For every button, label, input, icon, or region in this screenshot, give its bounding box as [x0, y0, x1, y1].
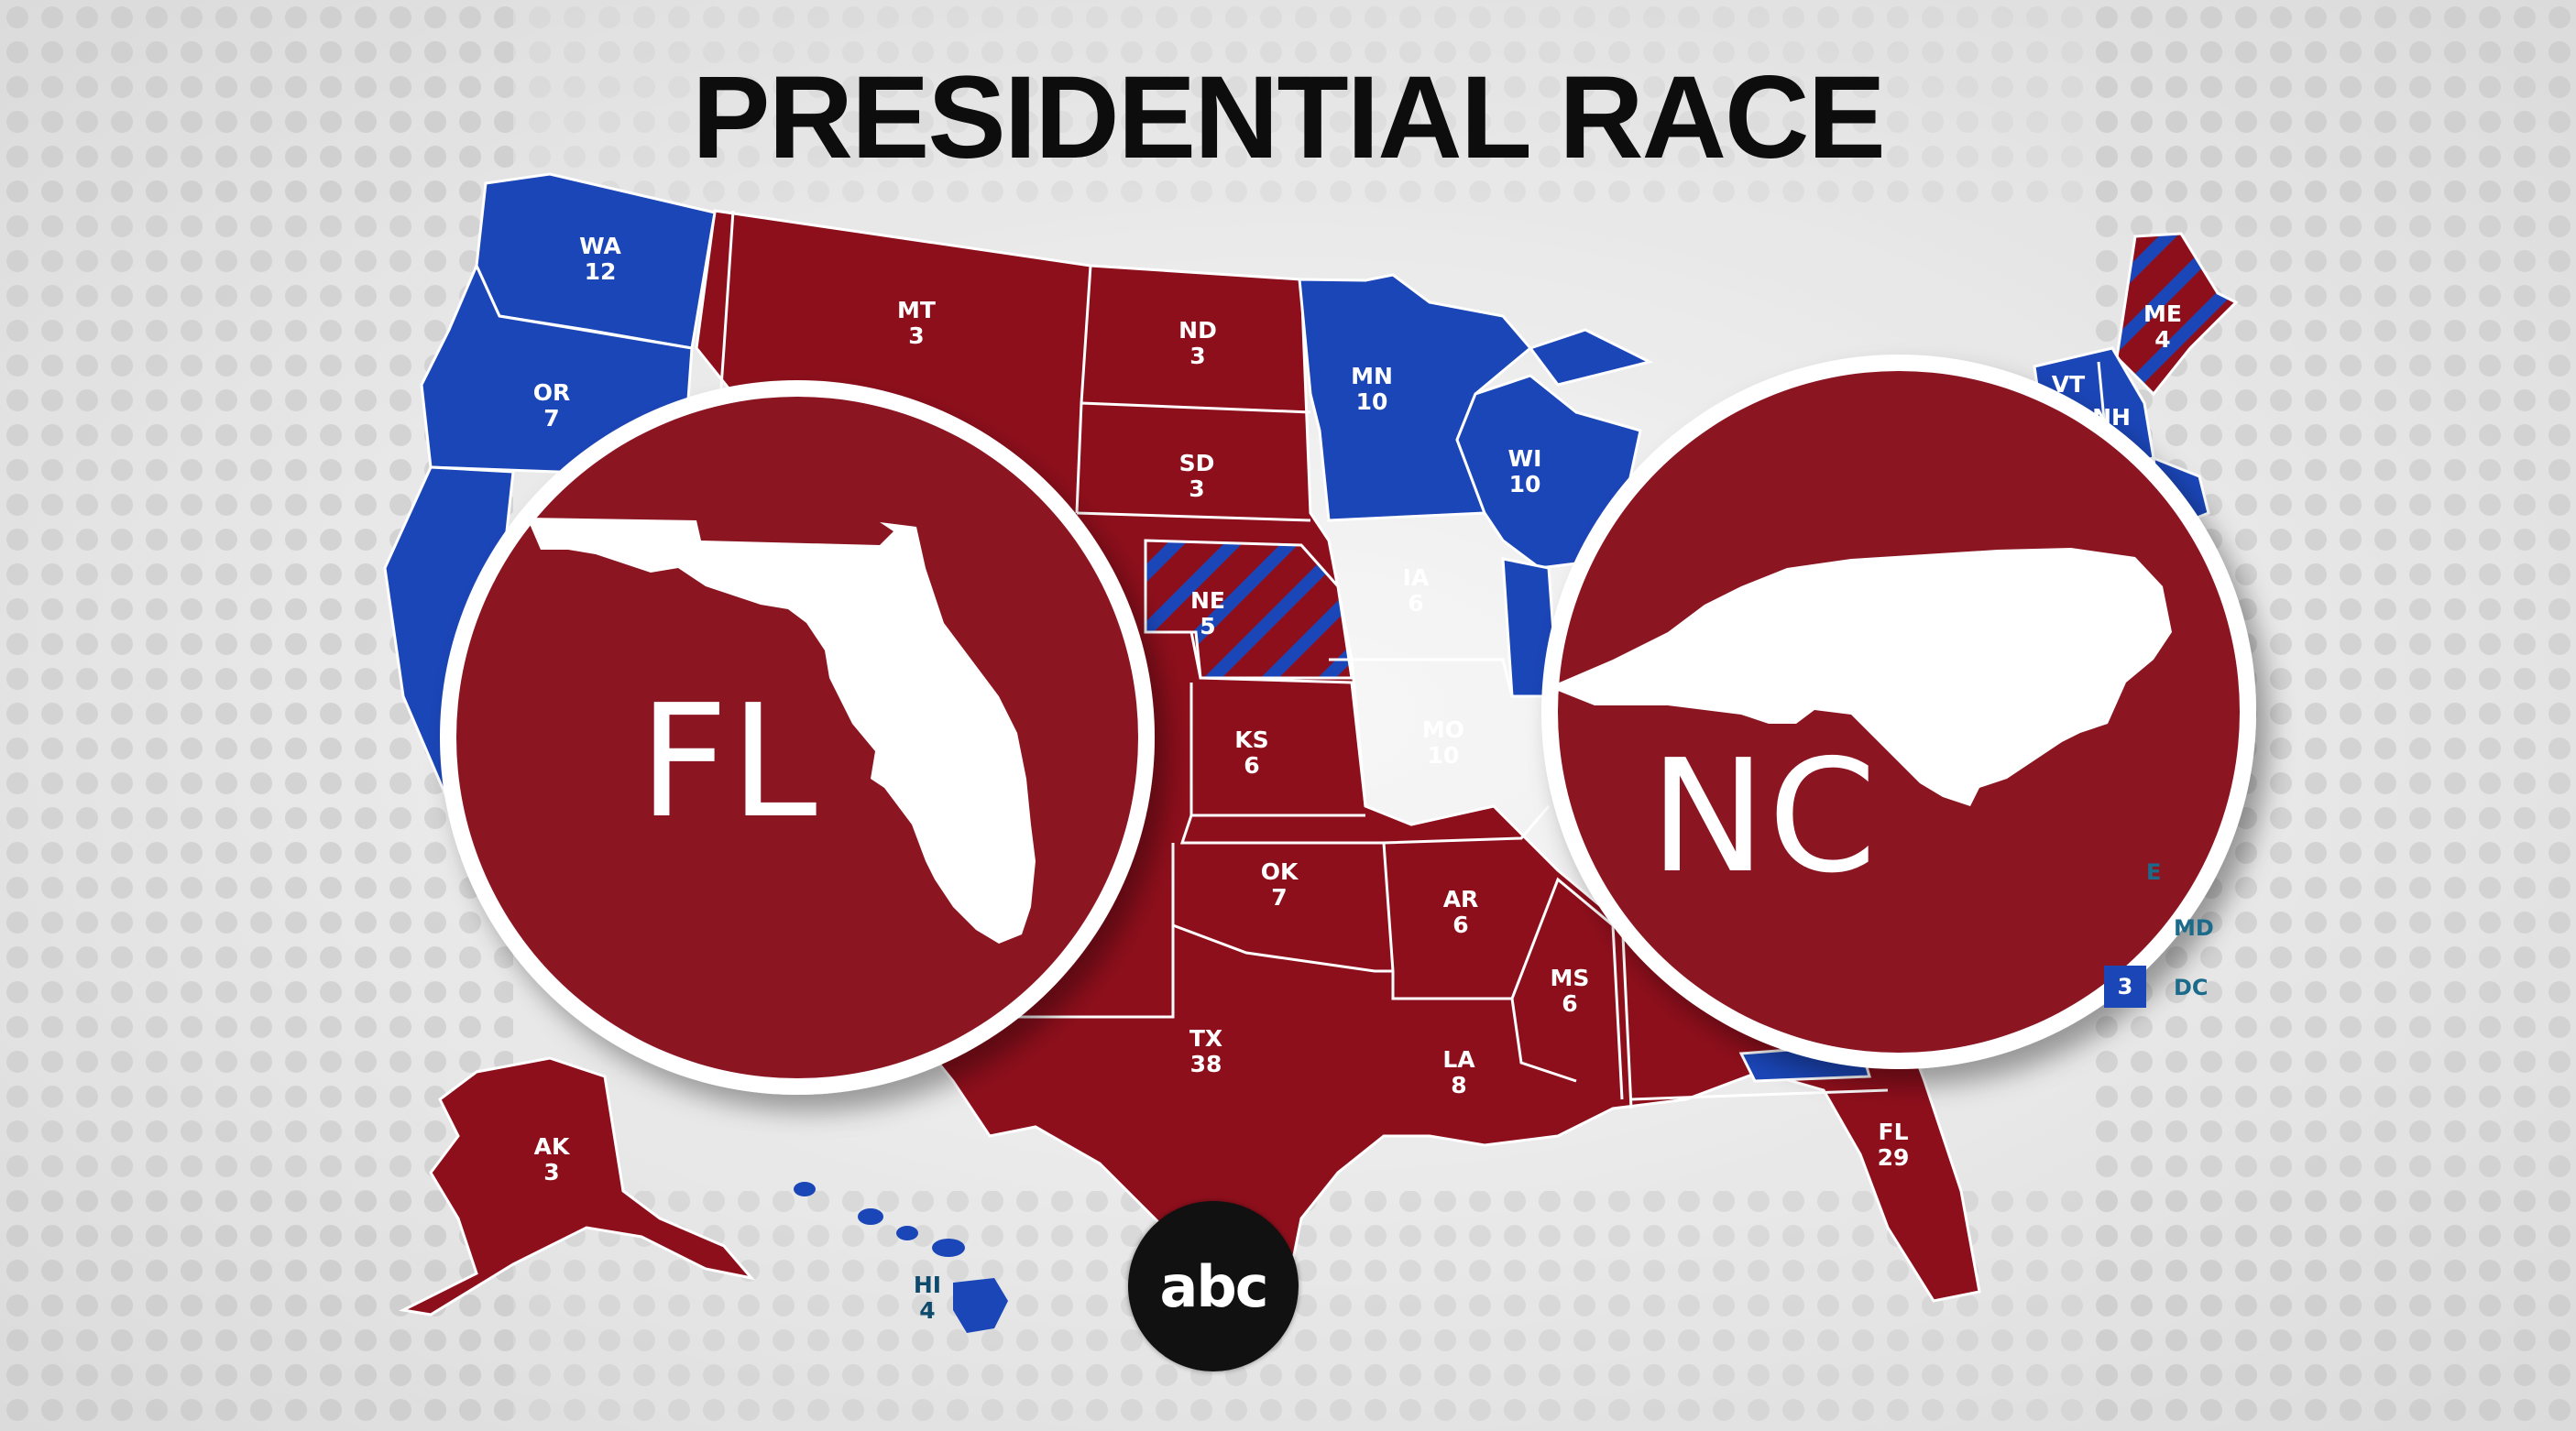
state-label-mn: MN 10 [1351, 363, 1393, 415]
state-label-ne: NE 5 [1189, 587, 1226, 639]
legend-md: MD [2174, 915, 2214, 941]
state-label-ms: MS 6 [1550, 965, 1590, 1017]
state-label-sd: SD 3 [1178, 450, 1215, 502]
fl-circle-label: FL [639, 672, 819, 853]
north-carolina-silhouette-icon [1549, 548, 2172, 806]
state-label-ar: AR 6 [1442, 886, 1479, 938]
state-or-shape [420, 262, 694, 478]
dot-pattern-top [0, 0, 2576, 211]
state-label-ia: IA 6 [1402, 564, 1430, 617]
state-hi-shape [794, 1182, 1008, 1333]
state-label-la: LA 8 [1442, 1046, 1475, 1098]
nc-circle-label: NC [1650, 726, 1879, 908]
state-label-wi: WI 10 [1507, 445, 1542, 497]
state-label-or: OR 7 [532, 379, 571, 431]
state-label-ak: AK 3 [533, 1133, 570, 1185]
legend-dc-box: 3 [2104, 966, 2146, 1008]
state-label-vt: VT [2051, 371, 2086, 398]
legend-dc: DC [2174, 975, 2209, 1000]
state-label-nd: ND 3 [1178, 317, 1217, 369]
florida-silhouette-icon [527, 518, 1036, 944]
state-label-hi: HI 4 [913, 1272, 942, 1324]
state-label-fl: FL 29 [1877, 1119, 1910, 1171]
state-mi-upper-shape [1528, 328, 1654, 387]
state-ak-shape [399, 1056, 755, 1316]
state-label-tx: TX 38 [1189, 1025, 1223, 1077]
state-label-wa: WA 12 [579, 233, 621, 285]
state-label-nh: NH [2092, 404, 2131, 431]
state-me-shape [2115, 232, 2239, 397]
state-label-ok: OK 7 [1260, 858, 1299, 911]
abc-logo: abc [1128, 1201, 1299, 1371]
state-label-mo: MO 10 [1421, 716, 1465, 769]
state-label-me: ME 4 [2143, 300, 2182, 353]
state-label-mt: MT 3 [897, 297, 936, 349]
legend-de-partial: E [2146, 859, 2162, 885]
state-label-ks: KS 6 [1234, 726, 1269, 779]
page-title: PRESIDENTIAL RACE [692, 52, 1886, 183]
